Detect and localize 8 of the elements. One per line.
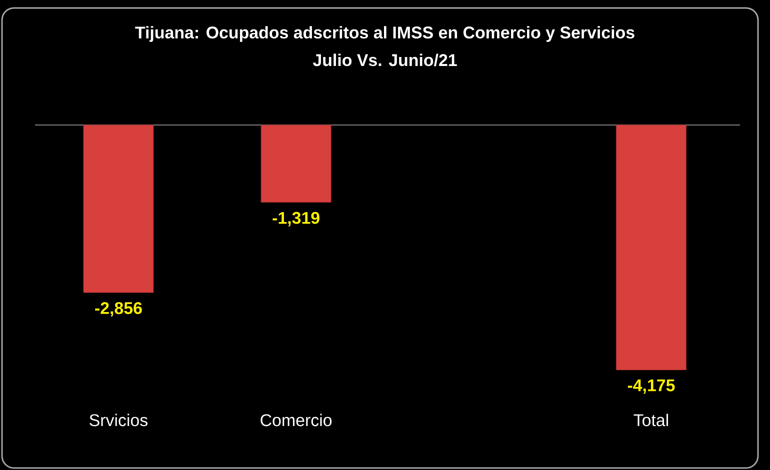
x-tick-label: Srvicios: [90, 414, 148, 426]
chart-subtitle: Julio Vs. Junio/21: [312, 54, 457, 66]
x-tick-label: Total: [634, 414, 668, 426]
chart-title: Tijuana: Ocupados adscritos al IMSS en Comercio y Servicios: [135, 26, 634, 42]
data-label: -4,175: [628, 380, 675, 394]
data-label: -1,319: [272, 212, 320, 226]
data-label: -2,856: [95, 302, 142, 317]
x-tick-label: Comercio: [260, 414, 332, 426]
